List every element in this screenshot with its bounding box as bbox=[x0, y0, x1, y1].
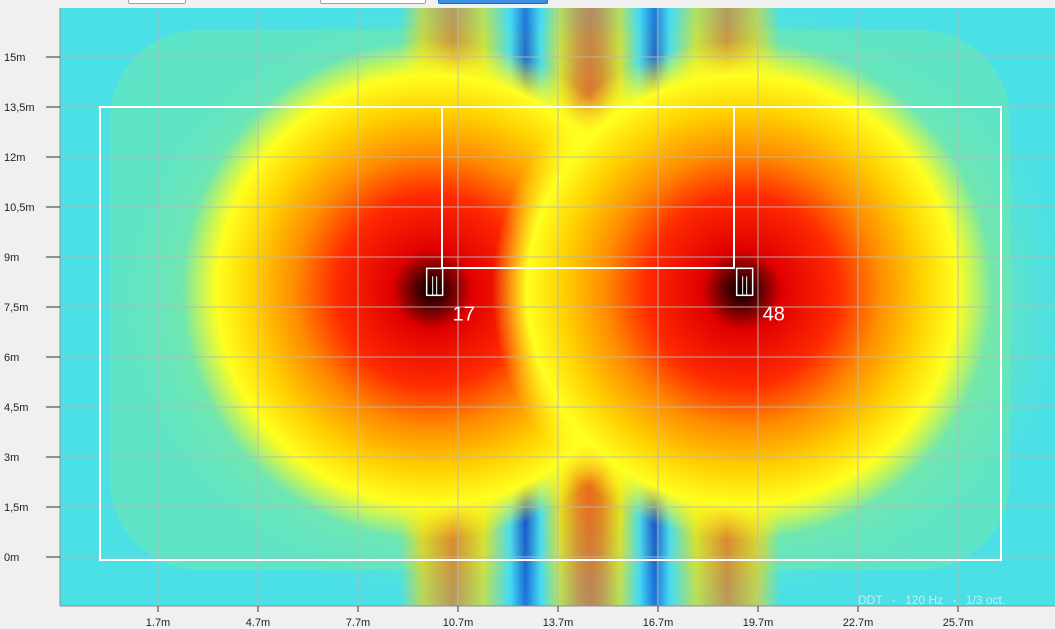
y-tick-label: 3m bbox=[4, 452, 19, 464]
x-tick-label: 10.7m bbox=[443, 617, 474, 629]
x-tick-label: 25.7m bbox=[943, 617, 974, 629]
y-tick-label: 1,5m bbox=[4, 502, 28, 514]
speakers-layer[interactable]: 17 48 bbox=[425, 267, 785, 325]
speaker-box-icon bbox=[425, 267, 444, 297]
speaker-17[interactable]: 17 bbox=[425, 267, 475, 325]
x-tick-label: 19.7m bbox=[743, 617, 774, 629]
speaker-label: 48 bbox=[763, 303, 785, 325]
y-tick-label: 4,5m bbox=[4, 402, 28, 414]
speaker-48[interactable]: 48 bbox=[735, 267, 785, 325]
x-tick-label: 4.7m bbox=[246, 617, 270, 629]
y-tick-label: 0m bbox=[4, 552, 19, 564]
y-tick-label: 7,5m bbox=[4, 302, 28, 314]
y-tick-label: 9m bbox=[4, 252, 19, 264]
toolbar-dropdown[interactable] bbox=[128, 0, 186, 4]
x-tick-label: 1.7m bbox=[146, 617, 170, 629]
toolbar-input[interactable] bbox=[320, 0, 426, 4]
speaker-label: 17 bbox=[453, 303, 475, 325]
y-tick-label: 6m bbox=[4, 352, 19, 364]
y-tick-label: 10,5m bbox=[4, 202, 35, 214]
toolbar-button[interactable] bbox=[438, 0, 548, 4]
x-tick-label: 16.7m bbox=[643, 617, 674, 629]
caption-metric: DDT bbox=[858, 593, 883, 607]
y-tick-label: 12m bbox=[4, 152, 25, 164]
caption-band: 1/3 oct. bbox=[966, 593, 1005, 607]
speaker-box-icon bbox=[735, 267, 754, 297]
venue-outline bbox=[99, 106, 1002, 561]
y-tick-label: 13,5m bbox=[4, 102, 35, 114]
y-axis-labels: 15m 13,5m 12m 10,5m 9m 7,5m 6m 4,5m 3m 1,5m 0m bbox=[4, 52, 60, 564]
x-axis-labels: 1.7m 4.7m 7.7m 10.7m 13.7m 16.7m 19.7m 22.7m 25.… bbox=[146, 606, 974, 629]
y-tick-label: 15m bbox=[4, 52, 25, 64]
x-tick-label: 13.7m bbox=[543, 617, 574, 629]
caption-frequency: 120 Hz bbox=[905, 593, 943, 607]
x-tick-label: 22.7m bbox=[843, 617, 874, 629]
plot-caption: DDT - 120 Hz - 1/3 oct. bbox=[858, 593, 1005, 607]
x-tick-label: 7.7m bbox=[346, 617, 370, 629]
